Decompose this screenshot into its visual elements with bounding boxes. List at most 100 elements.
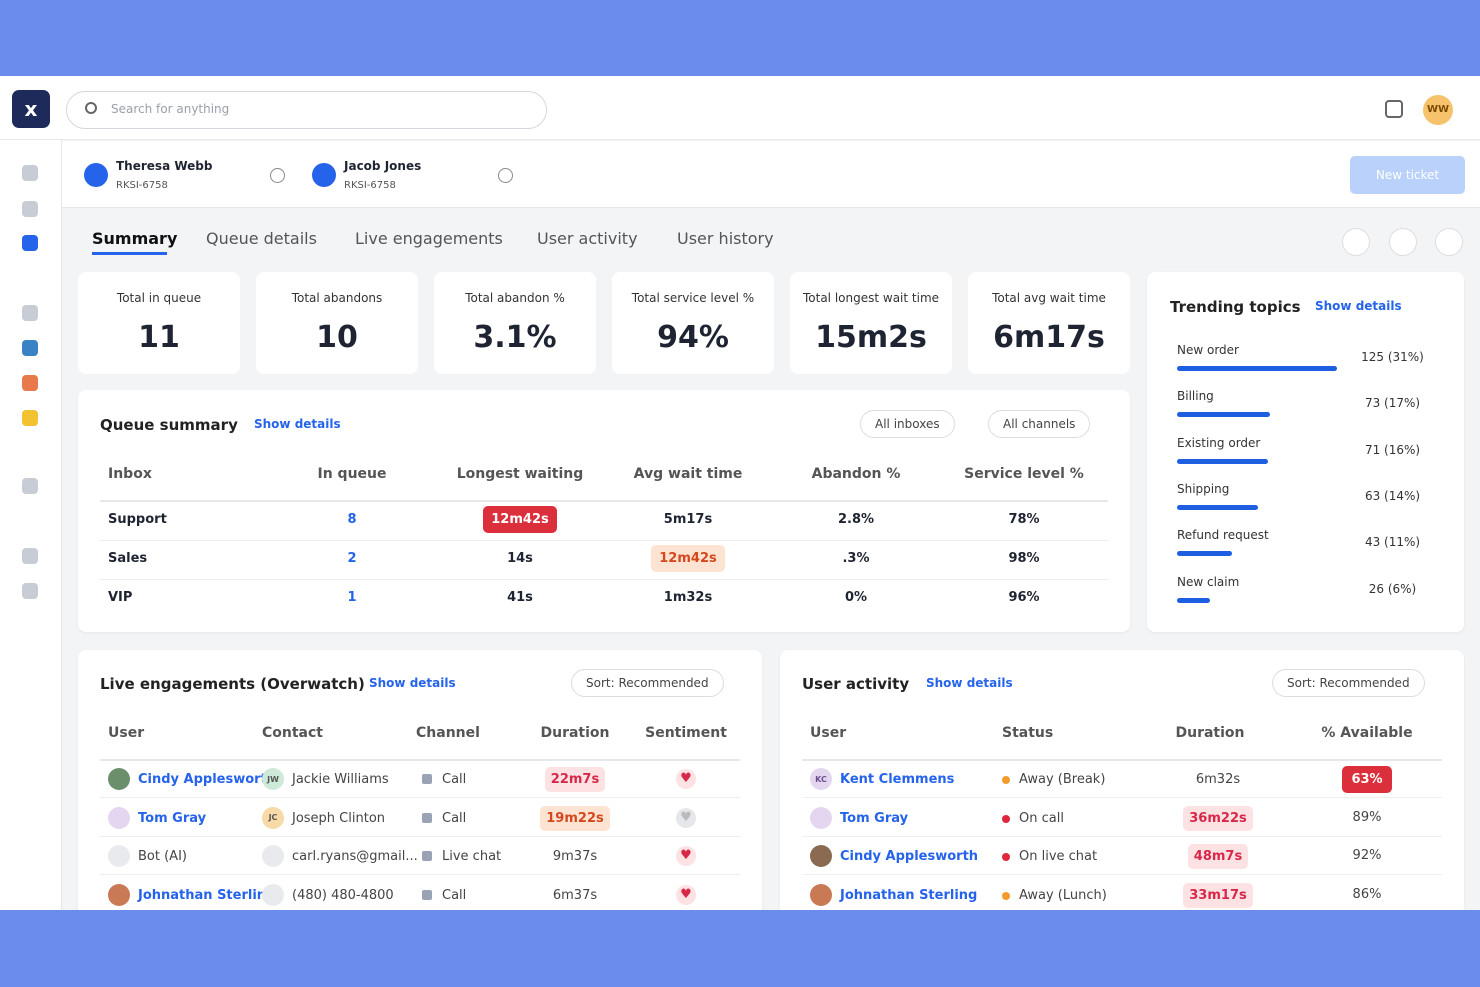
cell-text: .3% xyxy=(842,551,870,566)
topic-name: Existing order xyxy=(1177,435,1261,450)
available-cell: 86% xyxy=(1317,882,1417,907)
nav-icon[interactable] xyxy=(22,340,38,356)
show-details[interactable]: Show details xyxy=(1315,299,1402,313)
nav-icon[interactable] xyxy=(22,548,38,564)
search-icon xyxy=(85,102,97,114)
duration-cell: 48m7s xyxy=(1168,844,1268,870)
nav-icons xyxy=(22,165,38,625)
show-details[interactable]: Show details xyxy=(369,676,456,690)
phone-icon[interactable] xyxy=(1385,100,1403,118)
duration-cell: 19m22s xyxy=(525,805,625,831)
cell-text: 96% xyxy=(1008,590,1040,605)
cell-text[interactable]: 1 xyxy=(347,590,357,605)
avatar[interactable]: WW xyxy=(1423,95,1453,125)
ticket-close[interactable] xyxy=(498,168,513,183)
duration: 6m32s xyxy=(1195,772,1241,787)
topic-count: 26 (6%) xyxy=(1368,581,1417,596)
nav-icon[interactable] xyxy=(22,583,38,599)
nav-icon[interactable] xyxy=(22,165,38,181)
search-placeholder: Search for anything xyxy=(111,102,230,116)
cell-text[interactable]: 8 xyxy=(347,512,357,527)
column-header: In queue xyxy=(317,466,387,482)
user-name[interactable]: Cindy Appleswort. xyxy=(138,772,272,787)
duration-cell: 9m37s xyxy=(525,844,625,869)
user-name[interactable]: Johnathan Sterling xyxy=(138,888,276,904)
column-header: Abandon % xyxy=(811,466,901,482)
divider xyxy=(100,874,740,876)
show-details[interactable]: Show details xyxy=(254,417,341,431)
nav-icon[interactable] xyxy=(22,410,38,426)
cell-text: 1m32s xyxy=(663,590,713,605)
stat-value: 11 xyxy=(138,320,180,355)
sentiment-icon: ♥ xyxy=(676,846,696,867)
channel-icon xyxy=(422,890,432,901)
cell: 0% xyxy=(776,590,936,605)
cell-text[interactable]: 2 xyxy=(347,551,357,566)
sort-dropdown[interactable]: Sort: Recommended xyxy=(1272,669,1425,697)
user-avatar xyxy=(108,768,130,790)
user-avatar xyxy=(810,806,832,829)
cell-text: 41s xyxy=(507,590,533,605)
status: Away (Lunch) xyxy=(1019,888,1107,904)
status: On call xyxy=(1019,810,1064,826)
topic-name: New order xyxy=(1177,343,1239,357)
logo[interactable]: x xyxy=(12,90,50,128)
sort-dropdown[interactable]: Sort: Recommended xyxy=(571,669,724,697)
user-name[interactable]: Tom Gray xyxy=(138,810,207,826)
cell: 2 xyxy=(272,551,432,566)
nav-icon[interactable] xyxy=(22,201,38,217)
available-cell: 89% xyxy=(1317,805,1417,830)
topic-bar xyxy=(1177,597,1211,603)
divider xyxy=(802,835,1442,837)
nav-icon[interactable] xyxy=(22,375,38,391)
user-name[interactable]: Cindy Applesworth xyxy=(840,849,979,865)
filter-dropdown[interactable]: All channels xyxy=(988,410,1091,438)
percent-available: 92% xyxy=(1352,848,1382,864)
stat-label: Total service level % xyxy=(631,291,755,305)
duration: 9m37s xyxy=(552,849,598,865)
nav-icon[interactable] xyxy=(22,478,38,494)
tab[interactable]: Queue details xyxy=(206,229,317,248)
user-name[interactable]: Johnathan Sterling xyxy=(840,888,978,904)
cell: 41s xyxy=(440,590,600,605)
tab[interactable]: Summary xyxy=(92,229,178,248)
user-name[interactable]: Kent Clemmens xyxy=(840,772,955,787)
cell-text: 14s xyxy=(507,551,533,566)
search-box[interactable]: Search for anything xyxy=(66,91,547,129)
ticket-icon[interactable] xyxy=(312,163,336,187)
duration: 6m37s xyxy=(552,888,598,904)
export-button[interactable] xyxy=(1389,228,1417,256)
sentiment-icon: ♥ xyxy=(676,769,696,789)
nav-icon[interactable] xyxy=(22,235,38,251)
stat-label: Total longest wait time xyxy=(802,291,940,305)
tab[interactable]: User activity xyxy=(537,229,638,248)
channel: Live chat xyxy=(442,849,502,865)
stat-value: 3.1% xyxy=(473,320,557,355)
percent-available: 86% xyxy=(1352,887,1382,903)
user-avatar xyxy=(108,845,130,868)
tab[interactable]: Live engagements xyxy=(355,229,503,248)
filter-dropdown[interactable]: All inboxes xyxy=(860,410,955,438)
divider xyxy=(802,759,1442,761)
stat-value: 6m17s xyxy=(993,320,1105,355)
topic-name: Refund request xyxy=(1177,528,1269,543)
ticket-close[interactable] xyxy=(270,168,285,183)
contact: (480) 480-4800 xyxy=(292,888,394,904)
ticket-icon[interactable] xyxy=(84,163,108,187)
cell: .3% xyxy=(776,551,936,566)
user-name[interactable]: Tom Gray xyxy=(840,810,909,826)
more-button[interactable] xyxy=(1435,228,1463,256)
nav-icon[interactable] xyxy=(22,305,38,321)
column-header: Channel xyxy=(416,725,480,741)
stat-value: 15m2s xyxy=(815,320,927,355)
user-name: Bot (AI) xyxy=(138,849,187,865)
stat-label: Total abandon % xyxy=(465,291,565,305)
download-button[interactable] xyxy=(1342,228,1370,256)
cell: 98% xyxy=(944,551,1104,566)
contact-avatar xyxy=(262,845,284,868)
new-ticket-button[interactable]: New ticket xyxy=(1350,156,1465,194)
show-details[interactable]: Show details xyxy=(926,676,1013,690)
cell: 78% xyxy=(944,512,1104,527)
tab[interactable]: User history xyxy=(677,229,774,248)
